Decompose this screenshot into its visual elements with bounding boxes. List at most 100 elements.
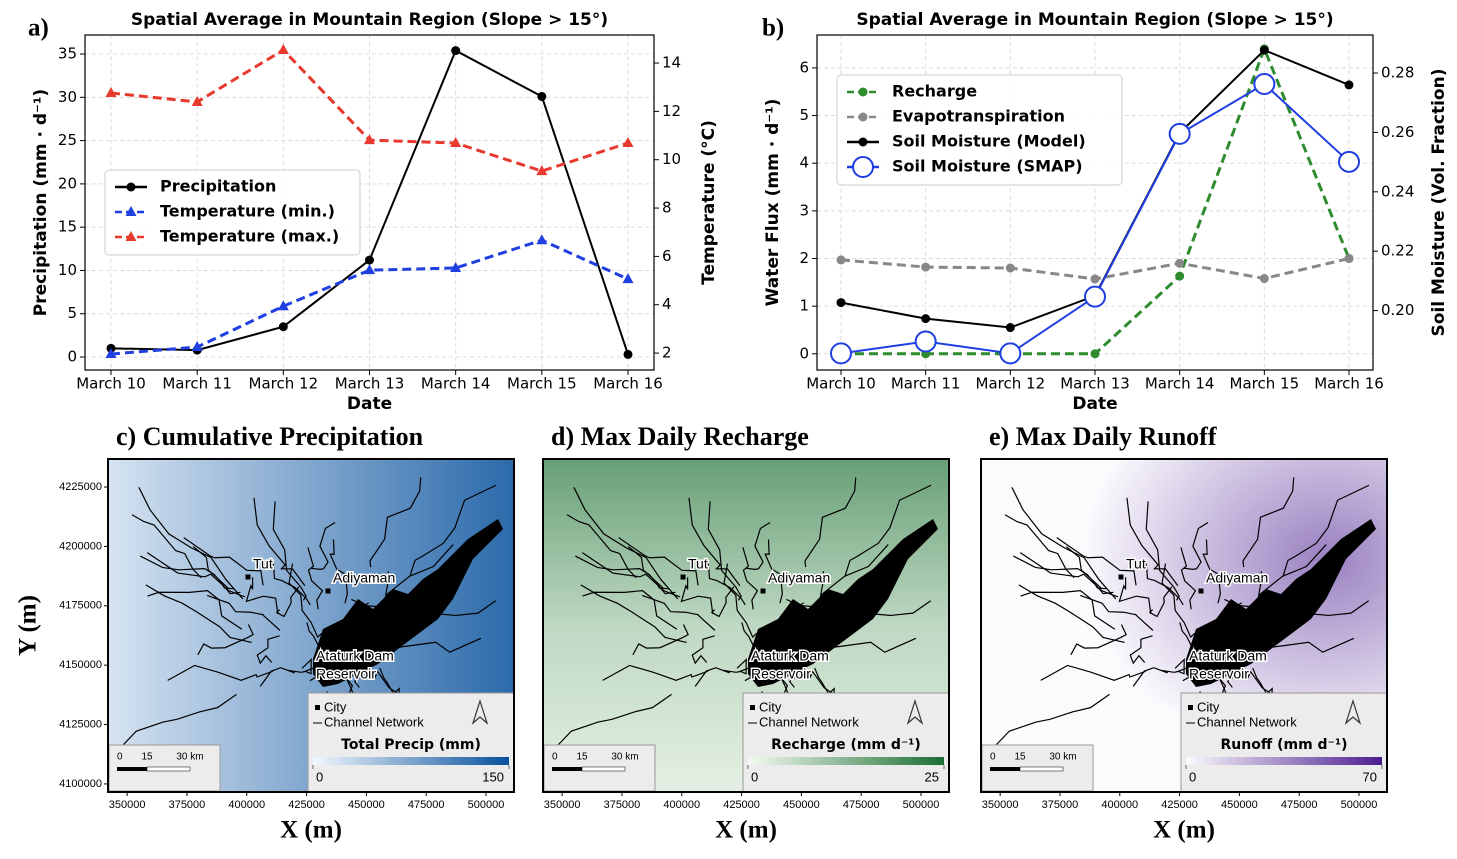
y-tick-label: 4225000 xyxy=(59,481,102,493)
marker xyxy=(858,112,868,122)
legend-box xyxy=(104,169,361,256)
panel-label: a) xyxy=(28,15,49,42)
y-axis-title: Precipitation (mm · d⁻¹) xyxy=(31,89,51,316)
marker xyxy=(921,262,931,272)
channel xyxy=(1040,664,1147,681)
y-tick-label: 4150000 xyxy=(59,659,102,671)
marker xyxy=(126,182,136,192)
channel xyxy=(1013,555,1114,595)
marker xyxy=(1084,285,1106,308)
y-axis-title: Y (m) xyxy=(15,595,42,656)
place-label: Adiyaman xyxy=(1206,570,1268,586)
marker xyxy=(451,46,461,56)
channel xyxy=(1056,537,1137,586)
y-tick-label: 20 xyxy=(58,174,77,192)
x-tick-label: 375000 xyxy=(604,799,641,811)
x-axis-title: X (m) xyxy=(715,817,777,844)
colorbar xyxy=(748,757,944,765)
channel xyxy=(688,497,741,587)
y2-tick-label: 2 xyxy=(662,344,672,362)
colorbar-tick-label: 70 xyxy=(1363,769,1377,784)
marker xyxy=(622,137,634,148)
marker xyxy=(450,137,462,148)
x-tick-label: March 12 xyxy=(976,375,1046,393)
y-tick-label: 4200000 xyxy=(59,540,102,552)
legend-label: Temperature (max.) xyxy=(160,227,339,246)
marker xyxy=(836,255,846,265)
channel xyxy=(329,539,348,604)
channel xyxy=(1242,477,1295,568)
marker xyxy=(105,87,117,98)
city xyxy=(325,588,331,594)
x-tick-label: 425000 xyxy=(1161,799,1198,811)
colorbar-tick-label: 25 xyxy=(925,769,939,784)
channel xyxy=(256,635,280,665)
y2-axis-title: Temperature (°C) xyxy=(699,120,719,285)
legend-label: Evapotranspiration xyxy=(892,107,1065,126)
legend-label: Channel Network xyxy=(1197,714,1297,729)
scale-bar xyxy=(146,766,191,772)
scale-label: 0 xyxy=(990,752,996,763)
x-tick-label: 475000 xyxy=(843,799,880,811)
y-tick-label: 1 xyxy=(799,297,809,315)
x-tick-label: 500000 xyxy=(468,799,505,811)
scale-label: 30 km xyxy=(1049,752,1076,763)
place-label: Tut xyxy=(1126,556,1146,572)
channel xyxy=(580,584,687,643)
legend-box xyxy=(307,692,515,793)
scale-label: 30 km xyxy=(176,752,203,763)
x-tick-label: 350000 xyxy=(109,799,146,811)
channel xyxy=(1180,547,1197,610)
x-tick-label: March 10 xyxy=(76,375,146,393)
marker xyxy=(278,322,288,332)
channel xyxy=(1011,487,1117,600)
x-tick-label: 350000 xyxy=(982,799,1019,811)
place-label: Tut xyxy=(253,556,273,572)
y-tick-label: 30 xyxy=(58,88,77,106)
y-tick-label: 0 xyxy=(67,348,77,366)
plot-frame xyxy=(816,34,1374,371)
map-title: c) Cumulative Precipitation xyxy=(116,422,424,451)
legend-box xyxy=(836,74,1123,186)
x-axis-title: Date xyxy=(1072,394,1117,414)
channel xyxy=(1202,539,1221,604)
x-tick-label: 450000 xyxy=(348,799,385,811)
marker xyxy=(1253,73,1276,96)
x-tick-label: 375000 xyxy=(169,799,206,811)
channel xyxy=(409,484,497,576)
scale-bar xyxy=(552,767,582,771)
channel xyxy=(288,563,323,639)
north-arrow xyxy=(906,699,924,725)
channel xyxy=(723,563,758,639)
place-label: Adiyaman xyxy=(333,570,395,586)
colorbar-tick-label: 0 xyxy=(751,769,758,784)
x-tick-label: March 14 xyxy=(421,375,491,393)
channel xyxy=(369,477,422,568)
channel xyxy=(573,487,679,600)
channel xyxy=(271,558,311,606)
x-tick-label: 500000 xyxy=(1341,799,1378,811)
channel xyxy=(1183,521,1209,570)
channel xyxy=(245,577,279,615)
channel xyxy=(1118,577,1152,615)
map-frame xyxy=(980,458,1388,793)
x-tick-label: March 12 xyxy=(249,375,319,393)
x-tick-label: March 15 xyxy=(507,375,577,393)
marker xyxy=(1168,122,1191,145)
panel-label: b) xyxy=(762,15,784,42)
city xyxy=(245,574,251,580)
legend-label: Soil Moisture (Model) xyxy=(892,132,1086,151)
marker xyxy=(125,206,137,216)
reservoir xyxy=(748,519,938,687)
colorbar-tick-label: 0 xyxy=(1189,769,1196,784)
place-label: Tut xyxy=(688,556,708,572)
y-tick-label: 25 xyxy=(58,131,77,149)
channel xyxy=(691,635,715,665)
place-label: Adiyaman xyxy=(768,570,830,586)
map-title: e) Max Daily Runoff xyxy=(989,422,1217,451)
channel xyxy=(117,693,237,751)
y2-tick-label: 12 xyxy=(662,102,681,120)
channel xyxy=(1282,484,1370,576)
marker xyxy=(1005,323,1015,333)
y2-tick-label: 8 xyxy=(662,199,672,217)
